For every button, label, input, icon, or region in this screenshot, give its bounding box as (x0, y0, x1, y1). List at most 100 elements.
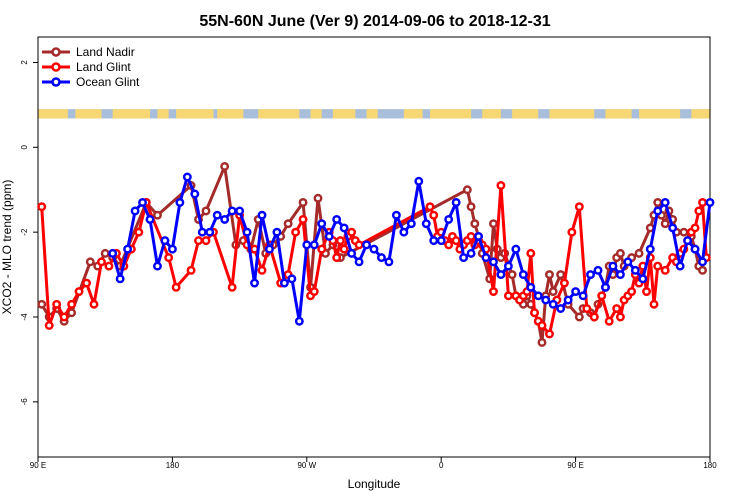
point-ocean-glint (317, 219, 327, 229)
y-axis-label: XCO2 - MLO trend (ppm) (0, 180, 14, 315)
strip-land-2 (112, 109, 150, 119)
point-ocean-glint (444, 214, 454, 224)
point-ocean-glint (182, 172, 192, 182)
point-ocean-glint (309, 240, 319, 250)
point-ocean-glint (615, 270, 625, 280)
point-ocean-glint (459, 253, 469, 263)
series-layer (37, 161, 715, 347)
point-ocean-glint (190, 189, 200, 199)
point-land-glint (291, 227, 301, 237)
legend-swatch-marker (51, 77, 61, 87)
point-ocean-glint (160, 236, 170, 246)
point-ocean-glint (242, 227, 252, 237)
point-land-glint (104, 261, 114, 271)
point-ocean-glint (220, 214, 230, 224)
point-ocean-glint (115, 274, 125, 284)
legend-label: Land Nadir (76, 45, 135, 59)
x-axis: 90 E 180 90 W 0 90 E 180 (30, 457, 717, 470)
point-ocean-glint (601, 282, 610, 292)
point-ocean-glint (339, 223, 349, 233)
legend-item-land-nadir: Land Nadir (42, 45, 135, 59)
point-land-glint (559, 278, 569, 288)
point-ocean-glint (496, 270, 506, 280)
point-land-glint (171, 282, 181, 292)
point-land-nadir (85, 257, 95, 267)
point-land-glint (339, 244, 349, 254)
point-land-nadir (634, 248, 644, 258)
legend-label: Ocean Glint (76, 75, 140, 89)
point-land-glint (332, 253, 342, 263)
point-ocean-glint (250, 278, 259, 288)
point-ocean-glint (257, 210, 267, 220)
y-axis: 2 0 -2 -4 -6 (20, 60, 38, 405)
point-ocean-glint (235, 206, 245, 216)
point-ocean-glint (653, 206, 663, 216)
point-land-glint (526, 248, 536, 258)
point-land-glint (52, 299, 62, 309)
point-land-glint (227, 282, 237, 292)
point-ocean-glint (332, 214, 342, 224)
point-ocean-glint (541, 295, 551, 305)
x-tick-label-2: 90 W (297, 461, 316, 470)
land-ocean-strip (38, 109, 710, 119)
point-land-glint (612, 304, 622, 313)
point-ocean-glint (630, 265, 640, 275)
point-land-glint (67, 299, 77, 309)
point-ocean-glint (608, 261, 618, 271)
point-ocean-glint (623, 257, 633, 267)
point-ocean-glint (526, 282, 536, 292)
point-land-nadir (462, 185, 472, 195)
point-land-glint (660, 265, 670, 275)
point-land-glint (694, 206, 704, 216)
series-land-nadir (37, 161, 707, 347)
point-land-glint (164, 253, 174, 263)
point-land-glint (649, 299, 659, 309)
point-land-glint (627, 287, 637, 296)
y-tick-label-0: 2 (20, 60, 29, 65)
point-ocean-glint (265, 244, 274, 254)
point-land-glint (425, 202, 435, 212)
point-land-nadir (660, 219, 670, 229)
point-land-glint (347, 227, 357, 237)
point-land-glint (257, 265, 267, 275)
point-ocean-glint (272, 227, 282, 237)
point-ocean-glint (294, 316, 304, 326)
point-land-glint (604, 316, 614, 326)
point-land-nadir (298, 198, 308, 207)
point-land-glint (59, 312, 69, 322)
point-ocean-glint (421, 219, 431, 229)
series-line-land-glint (40, 184, 708, 336)
point-ocean-glint (578, 291, 588, 301)
point-ocean-glint (212, 210, 222, 220)
point-land-glint (44, 321, 54, 330)
point-land-glint (530, 308, 539, 318)
strip-land-1 (75, 109, 102, 119)
point-ocean-glint (347, 248, 357, 258)
point-land-glint (97, 257, 106, 267)
point-land-nadir (653, 198, 663, 207)
series-ocean-glint (108, 172, 715, 326)
strip-land-4 (176, 109, 214, 119)
point-land-glint (74, 287, 84, 296)
point-land-nadir (679, 227, 689, 237)
point-ocean-glint (227, 206, 237, 216)
point-ocean-glint (391, 210, 401, 220)
point-land-glint (589, 312, 599, 322)
point-land-nadir (574, 312, 584, 322)
strip-land-8 (332, 109, 356, 119)
point-ocean-glint (287, 274, 297, 284)
point-land-glint (194, 236, 203, 246)
point-ocean-glint (474, 231, 483, 241)
point-land-glint (489, 287, 498, 296)
point-ocean-glint (197, 227, 207, 237)
point-land-nadir (507, 270, 517, 280)
strip-land-5 (217, 109, 244, 119)
point-land-glint (615, 312, 625, 322)
point-ocean-glint (205, 227, 215, 237)
point-land-nadir (698, 265, 707, 275)
strip-land-10 (403, 109, 423, 119)
strip-land-15 (605, 109, 632, 119)
strip-land-14 (549, 109, 595, 119)
